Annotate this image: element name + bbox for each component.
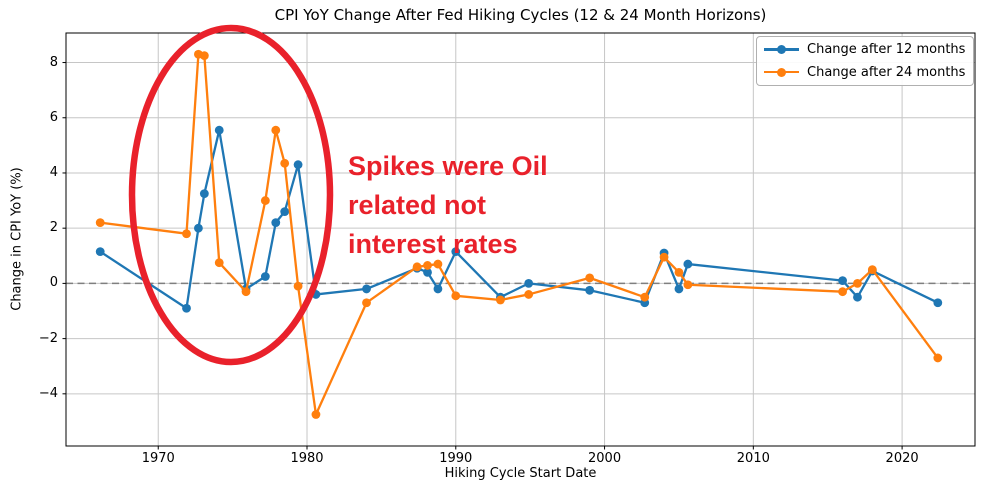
data-point-24mo xyxy=(280,158,290,168)
data-point-12mo xyxy=(214,125,224,135)
legend-marker-12-months-icon xyxy=(764,43,799,57)
data-point-24mo xyxy=(241,287,251,297)
y-tick-label: 6 xyxy=(49,109,58,125)
x-tick-label: 2020 xyxy=(885,451,919,466)
data-point-24mo xyxy=(199,51,209,61)
data-point-12mo xyxy=(451,247,461,257)
data-point-12mo xyxy=(271,218,281,228)
oil-spikes-annotation-text: Spikes were Oil related not interest rat… xyxy=(348,108,548,264)
data-point-12mo xyxy=(585,285,595,295)
data-point-24mo xyxy=(362,298,371,308)
data-point-24mo xyxy=(933,353,943,363)
data-point-12mo xyxy=(423,267,432,277)
data-point-12mo xyxy=(674,284,684,294)
x-tick-label: 1970 xyxy=(141,451,175,466)
y-tick-label: 4 xyxy=(49,164,58,180)
data-point-12mo xyxy=(293,160,303,170)
red-ellipse-annotation xyxy=(128,24,334,366)
data-point-12mo xyxy=(524,278,534,288)
data-point-24mo xyxy=(853,278,862,288)
y-tick-label: 2 xyxy=(49,220,58,236)
legend-label-24-months: Change after 24 months xyxy=(807,64,966,80)
legend-item-24-months: Change after 24 months xyxy=(764,63,967,83)
tick-marks xyxy=(62,62,903,450)
data-point-24mo xyxy=(659,252,669,262)
y-tick-label: −2 xyxy=(38,330,58,346)
data-point-24mo xyxy=(433,259,443,269)
data-point-24mo xyxy=(214,258,224,268)
data-point-12mo xyxy=(194,223,203,233)
data-series xyxy=(95,49,943,419)
annotation-line-3: interest rates xyxy=(348,229,518,259)
data-point-24mo xyxy=(867,265,877,274)
data-point-24mo xyxy=(683,280,693,290)
legend-item-12-months: Change after 12 months xyxy=(764,40,967,60)
data-point-12mo xyxy=(433,284,443,294)
data-point-24mo xyxy=(524,290,534,299)
annotation-line-2: related not xyxy=(348,190,487,220)
plot-border xyxy=(65,32,976,447)
data-point-24mo xyxy=(271,125,281,135)
data-point-12mo xyxy=(853,292,862,302)
data-point-12mo xyxy=(95,247,105,257)
data-point-24mo xyxy=(412,262,422,272)
x-tick-label: 1990 xyxy=(439,451,473,466)
data-point-24mo xyxy=(838,287,847,297)
data-point-24mo xyxy=(182,229,191,239)
annotation-line-1: Spikes were Oil xyxy=(348,151,548,181)
red-circle-annotation xyxy=(128,24,334,366)
data-point-24mo xyxy=(95,218,105,228)
data-point-24mo xyxy=(293,281,303,291)
x-axis-label: Hiking Cycle Start Date xyxy=(444,466,597,481)
data-point-24mo xyxy=(260,196,270,205)
data-point-24mo xyxy=(423,261,432,270)
data-point-12mo xyxy=(362,284,371,294)
data-point-24mo xyxy=(640,292,650,302)
legend-marker-24-months-icon xyxy=(764,65,799,79)
y-tick-label: 0 xyxy=(49,275,58,291)
chart-title: CPI YoY Change After Fed Hiking Cycles (… xyxy=(274,6,767,24)
x-tick-label: 2000 xyxy=(588,451,622,466)
y-tick-label: −4 xyxy=(38,385,58,401)
legend: Change after 12 months Change after 24 m… xyxy=(756,36,974,86)
legend-label-12-months: Change after 12 months xyxy=(807,42,966,58)
data-point-24mo xyxy=(674,267,684,277)
data-point-12mo xyxy=(260,272,270,281)
data-point-24mo xyxy=(311,410,321,419)
x-tick-label: 1980 xyxy=(290,451,324,466)
x-tick-label: 2010 xyxy=(736,451,770,466)
data-point-12mo xyxy=(280,207,290,217)
data-point-12mo xyxy=(199,189,209,199)
y-axis-label: Change in CPI YoY (%) xyxy=(9,167,25,311)
data-point-12mo xyxy=(933,298,943,308)
data-point-24mo xyxy=(451,291,461,301)
data-point-12mo xyxy=(683,259,693,269)
data-point-24mo xyxy=(585,273,595,283)
axes-spines xyxy=(65,32,976,447)
data-point-12mo xyxy=(838,276,847,286)
data-point-24mo xyxy=(496,295,505,305)
y-tick-label: 8 xyxy=(49,54,58,70)
data-point-12mo xyxy=(182,303,191,313)
